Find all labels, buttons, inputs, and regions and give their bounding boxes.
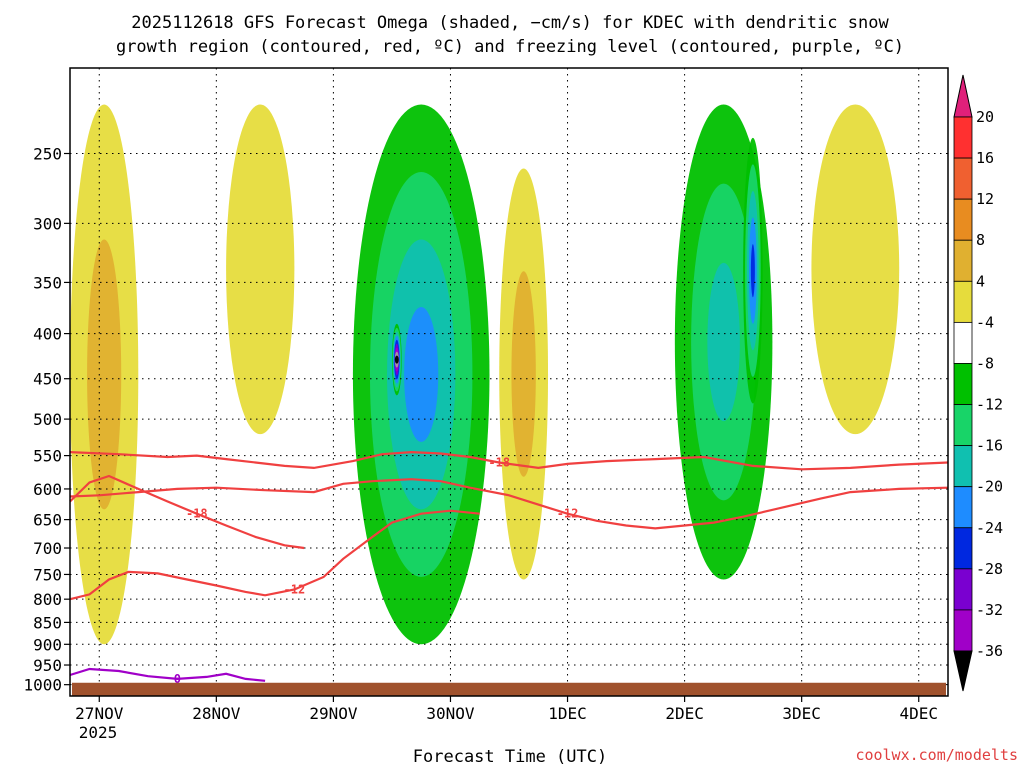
y-tick-label-850: 850: [33, 613, 62, 632]
omega-shading: [70, 104, 900, 645]
colorbar: 20 16 12 8 4 -4 -8 -12 -16 -20 -24 -28 -32 -36: [953, 74, 1003, 692]
colorbar-box-12: [953, 609, 973, 652]
colorbar-label-8: -16: [976, 437, 1003, 455]
y-tick-label-800: 800: [33, 590, 62, 609]
x-tick-label-3DEC: 3DEC: [782, 704, 821, 723]
ground-surface: [72, 682, 946, 696]
y-tick-label-250: 250: [33, 144, 62, 163]
colorbar-box-4: [953, 280, 973, 323]
y-tick-label-900: 900: [33, 635, 62, 654]
colorbar-label-6: -8: [976, 354, 994, 372]
x-tick-label-28NOV: 28NOV: [192, 704, 241, 723]
contour-label-2: -12: [284, 582, 306, 596]
colorbar-box-2: [953, 198, 973, 241]
y-tick-label-750: 750: [33, 565, 62, 584]
x-tick-label-27NOV: 27NOV: [75, 704, 124, 723]
contour-label-1: -12: [557, 507, 579, 521]
colorbar-bottom-arrow: [953, 650, 973, 692]
y-axis: 250 300 350 400 450 500 550 600 650 700 750 800 850 9…: [23, 144, 70, 695]
colorbar-box-11: [953, 568, 973, 611]
colorbar-top-arrow: [953, 74, 973, 118]
temperature-contours: -18 -12 -12 -18 0: [69, 450, 949, 686]
contour-line-1: [69, 478, 949, 530]
chart-title-line2: growth region (contoured, red, ºC) and f…: [116, 37, 904, 57]
y-tick-label-300: 300: [33, 214, 62, 233]
colorbar-box-6: [953, 363, 973, 405]
y-tick-label-650: 650: [33, 511, 62, 530]
y-tick-label-350: 350: [33, 273, 62, 292]
colorbar-label-0: 20: [976, 108, 994, 126]
omega-shade-1-level-0: [226, 104, 295, 435]
colorbar-box-3: [953, 239, 973, 282]
contour-label-4: 0: [174, 672, 181, 686]
x-tick-label-4DEC: 4DEC: [899, 704, 938, 723]
y-tick-label-550: 550: [33, 447, 62, 466]
colorbar-label-3: 8: [976, 231, 985, 249]
x-axis-year: 2025: [79, 723, 118, 742]
omega-shade-2-level-3: [404, 306, 439, 442]
contour-label-0: -18: [488, 456, 510, 470]
colorbar-box-0: [953, 116, 973, 159]
y-tick-label-400: 400: [33, 325, 62, 344]
contour-line-2: [69, 509, 480, 601]
contour-label-3: -18: [186, 507, 208, 521]
omega-shade-7-level-0: [811, 104, 900, 435]
colorbar-label-5: -4: [976, 313, 994, 331]
chart-title-line1: 2025112618 GFS Forecast Omega (shaded, −…: [131, 13, 889, 33]
colorbar-box-1: [953, 157, 973, 200]
omega-shade-3-level-8: [394, 355, 399, 364]
contour-line-0: [69, 450, 949, 471]
x-tick-label-1DEC: 1DEC: [548, 704, 587, 723]
colorbar-label-11: -28: [976, 560, 1003, 578]
y-tick-label-950: 950: [33, 656, 62, 675]
colorbar-label-13: -36: [976, 642, 1003, 660]
colorbar-label-9: -20: [976, 478, 1003, 496]
colorbar-box-7: [953, 404, 973, 447]
plot-area: -18 -12 -12 -18 0: [69, 67, 949, 697]
x-tick-label-2DEC: 2DEC: [665, 704, 704, 723]
omega-shade-4-level-1: [511, 271, 536, 477]
colorbar-box-10: [953, 527, 973, 570]
grid-lines: [70, 68, 948, 696]
colorbar-label-2: 12: [976, 190, 994, 208]
y-tick-label-600: 600: [33, 480, 62, 499]
x-axis: 27NOV 28NOV 29NOV 30NOV 1DEC 2DEC 3DEC 4DEC: [75, 696, 938, 723]
contour-line-3: [69, 474, 305, 550]
colorbar-box-8: [953, 445, 973, 488]
omega-shade-6-level-4: [750, 244, 755, 298]
y-tick-label-1000: 1000: [23, 676, 62, 695]
omega-shade-5-level-2: [707, 262, 740, 422]
colorbar-label-7: -12: [976, 396, 1003, 414]
x-tick-label-30NOV: 30NOV: [426, 704, 475, 723]
colorbar-label-4: 4: [976, 272, 985, 290]
colorbar-box-5: [953, 321, 973, 364]
omega-shade-0-level-1: [87, 239, 122, 510]
colorbar-label-1: 16: [976, 149, 994, 167]
y-tick-label-500: 500: [33, 410, 62, 429]
y-tick-label-450: 450: [33, 370, 62, 389]
contour-line-4: [69, 667, 266, 682]
credit-text: coolwx.com/modelts: [855, 746, 1018, 764]
x-axis-label: Forecast Time (UTC): [413, 747, 607, 767]
y-tick-label-700: 700: [33, 539, 62, 558]
colorbar-label-12: -32: [976, 601, 1003, 619]
plot-frame: [69, 67, 949, 697]
x-tick-label-29NOV: 29NOV: [309, 704, 358, 723]
colorbar-box-9: [953, 486, 973, 529]
colorbar-label-10: -24: [976, 519, 1003, 537]
